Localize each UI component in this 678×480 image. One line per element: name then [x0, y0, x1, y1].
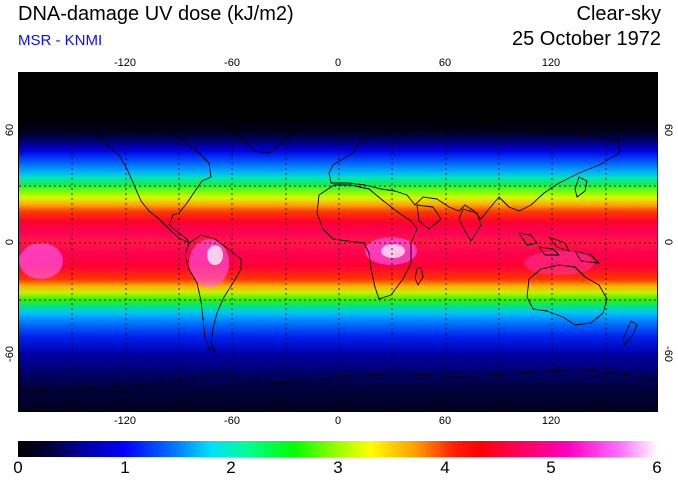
sky-condition: Clear-sky	[576, 3, 661, 25]
map-date: 25 October 1972	[512, 28, 661, 50]
map-overlay	[19, 73, 657, 411]
lon-label-bottom: -60	[224, 415, 240, 427]
africa-peak	[381, 244, 405, 258]
south-america-peak	[207, 245, 223, 265]
uv-dose-map	[18, 72, 658, 412]
japan-coast	[574, 176, 588, 198]
north-america-coast	[93, 127, 212, 244]
europe-asia-coast	[328, 126, 620, 220]
south-america-coast	[184, 234, 242, 352]
madagascar-coast	[414, 266, 424, 286]
map-title: DNA-damage UV dose (kJ/m2)	[18, 3, 294, 25]
colorbar-tick-label: 6	[652, 458, 662, 477]
colorbar-tick-label: 4	[440, 458, 450, 477]
source-subtitle: MSR - KNMI	[18, 32, 103, 49]
africa-coast	[316, 184, 418, 300]
colorbar-tick-label: 1	[120, 458, 130, 477]
graticule	[19, 73, 657, 411]
arabia-coast	[416, 204, 442, 230]
lat-label-left: 60	[4, 123, 16, 137]
antarctica-coast	[19, 368, 657, 392]
lat-label-left: 0	[4, 238, 16, 246]
lon-label-top: 120	[541, 57, 561, 69]
lon-label-top: -120	[113, 57, 137, 69]
lon-label-top: -60	[224, 57, 240, 69]
india-coast	[458, 208, 482, 242]
colorbar-tick-label: 3	[333, 458, 343, 477]
colorbar	[18, 441, 658, 457]
lon-label-bottom: 120	[541, 415, 561, 427]
lat-label-right: -60	[662, 346, 674, 362]
colorbar-tick-label: 0	[13, 458, 23, 477]
lon-label-top: 60	[438, 57, 452, 69]
colorbar-tick-label: 2	[226, 458, 236, 477]
pacific-high-dose	[19, 243, 63, 279]
coastlines	[19, 116, 657, 392]
australia-coast	[526, 264, 608, 326]
lon-label-bottom: -120	[113, 415, 137, 427]
southeast-asia-islands	[518, 232, 600, 264]
lon-label-bottom: 0	[334, 415, 342, 427]
lat-label-right: 0	[662, 238, 674, 246]
lon-label-bottom: 60	[438, 415, 452, 427]
greenland-coast	[228, 116, 300, 154]
colorbar-tick-label: 5	[546, 458, 556, 477]
new-zealand-coast	[622, 320, 638, 346]
lat-label-right: 60	[662, 123, 674, 137]
lon-label-top: 0	[334, 57, 342, 69]
lat-label-left: -60	[4, 346, 16, 362]
